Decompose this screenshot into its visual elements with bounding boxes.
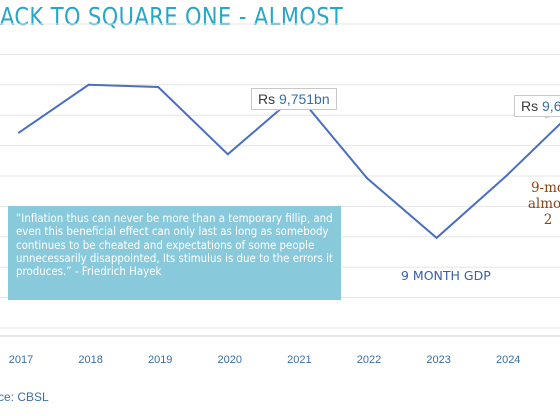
- data-point-2019: [157, 85, 160, 88]
- x-tick-label: 2020: [218, 354, 242, 366]
- data-point-2017: [18, 131, 20, 134]
- x-tick-label: 2024: [496, 354, 520, 366]
- data-point-2022: [366, 177, 368, 180]
- value-callout-2025: Rs 9,6: [514, 95, 560, 117]
- note-annotation: 9-mo almos 2: [496, 180, 560, 240]
- x-tick-label: 2023: [426, 354, 450, 366]
- callout-value: 9,6: [542, 98, 560, 114]
- chart-title: ACK TO SQUARE ONE - ALMOST: [0, 2, 344, 31]
- gdp-point-label: 9 MONTH GDP: [401, 268, 491, 283]
- data-point-2020: [226, 153, 229, 156]
- callout-currency: Rs: [521, 98, 539, 114]
- data-point-2018: [87, 83, 90, 86]
- x-tick-label: 2019: [148, 354, 172, 366]
- x-tick-label: 2021: [287, 354, 311, 366]
- x-tick-label: 2022: [357, 354, 381, 366]
- source-note: ce: CBSL: [0, 390, 49, 404]
- x-tick-label: 2018: [78, 354, 102, 366]
- data-point-2023: [435, 236, 438, 239]
- callout-value: 9,751bn: [279, 91, 330, 107]
- hayek-quote-box: “Inflation thus can never be more than a…: [8, 206, 341, 300]
- callout-currency: Rs: [258, 91, 276, 107]
- value-callout-2021: Rs 9,751bn: [251, 88, 337, 110]
- data-point-2024: [505, 175, 508, 177]
- note-text: 9-mo almos 2: [527, 180, 560, 228]
- x-tick-label: 2017: [9, 354, 33, 366]
